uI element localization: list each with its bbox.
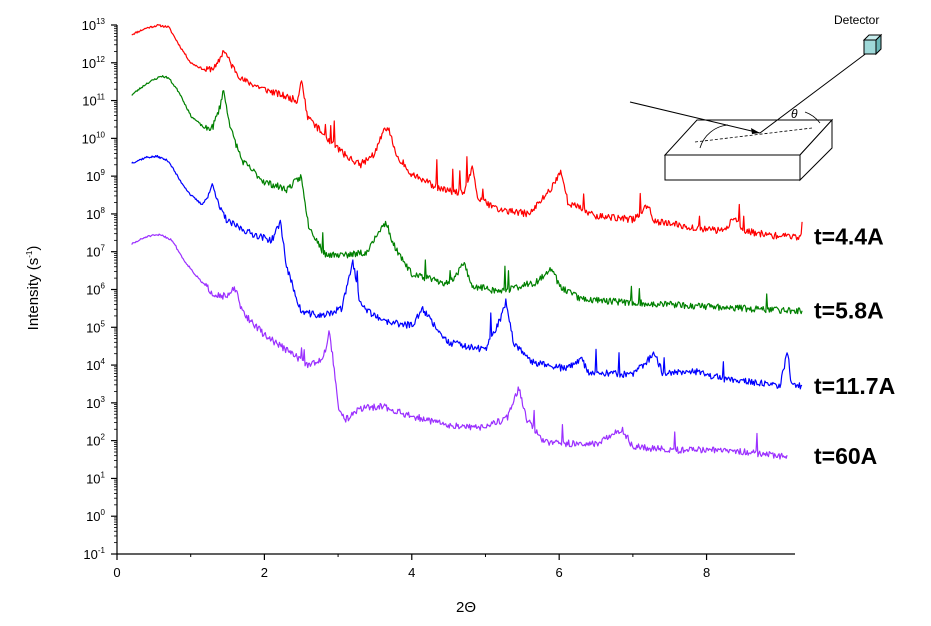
series-line-2 — [131, 75, 803, 315]
y-tick-label: 106 — [86, 282, 105, 298]
series-label-1: t=4.4A — [814, 224, 884, 250]
y-tick-label: 1013 — [82, 17, 106, 33]
y-axis-title-main: Intensity (s — [25, 258, 42, 331]
sample-front-face — [664, 154, 801, 181]
y-axis-title-close: ) — [25, 246, 42, 251]
reflected-beam — [759, 51, 869, 134]
y-tick-label: 108 — [86, 206, 105, 222]
series-label-2: t=5.8A — [814, 297, 884, 323]
y-tick-label: 109 — [86, 168, 105, 184]
y-tick-label: 1011 — [82, 93, 105, 109]
series-line-3 — [131, 154, 803, 390]
detector-label: Detector — [834, 13, 879, 27]
y-tick-label: 102 — [86, 433, 105, 449]
y-axis-title: Intensity (s-1) — [25, 246, 42, 331]
incident-beam — [629, 101, 761, 134]
y-tick-label: 107 — [86, 244, 105, 260]
x-tick-label: 8 — [703, 565, 710, 580]
y-tick-label: 1010 — [82, 130, 106, 146]
labels-layer: 0 2 4 6 8 10-1 100 101 102 103 104 105 106 107 108 109 1… — [82, 17, 896, 580]
x-axis-title: 2Θ — [456, 599, 476, 616]
geometry-inset-diagram: θ Detector — [629, 13, 883, 182]
reflected-angle-arc — [804, 111, 821, 124]
x-tick-label: 4 — [408, 565, 415, 580]
y-tick-label: 101 — [86, 470, 105, 486]
series-layer — [131, 23, 803, 460]
y-tick-label: 105 — [86, 319, 105, 335]
sample-side-face — [799, 118, 833, 182]
incident-beam-arrow — [751, 128, 760, 134]
detector-icon — [862, 33, 883, 56]
y-tick-label: 1012 — [82, 55, 106, 71]
series-line-1 — [131, 23, 803, 241]
incident-angle-arc — [699, 124, 729, 149]
x-tick-label: 6 — [556, 565, 563, 580]
y-axis-title-sup: -1 — [25, 250, 34, 258]
axes-layer — [116, 25, 795, 555]
y-tick-label: 100 — [86, 508, 105, 524]
y-tick-label: 10-1 — [83, 546, 105, 562]
y-tick-label: 103 — [86, 395, 105, 411]
ticks-layer — [111, 24, 708, 560]
y-tick-label: 104 — [86, 357, 105, 373]
x-tick-label: 0 — [113, 565, 120, 580]
x-tick-label: 2 — [261, 565, 268, 580]
series-line-4 — [131, 233, 788, 460]
series-label-4: t=60A — [814, 443, 877, 469]
series-label-3: t=11.7A — [814, 373, 895, 399]
theta-label: θ — [791, 107, 798, 121]
